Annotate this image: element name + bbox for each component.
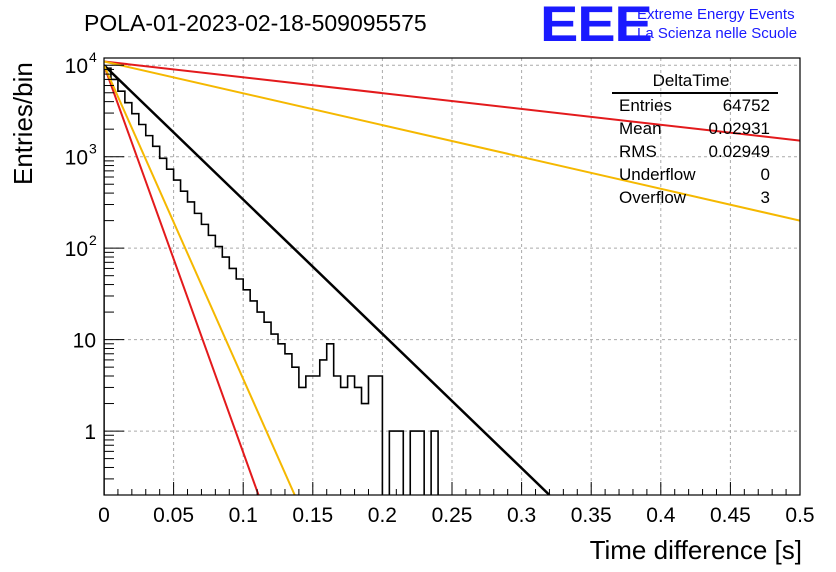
stats-row: Mean 0.02931 [612,117,778,140]
eee-logo: EEE Extreme Energy Events La Scienza nel… [540,0,797,49]
histogram [104,67,439,495]
y-tick-exponent: 2 [89,232,97,248]
stats-value: 0.02949 [708,142,770,161]
y-tick-label: 10 [73,330,96,353]
stats-label: Overflow [619,188,687,207]
stats-value: 0.02931 [708,119,770,138]
stats-title: DeltaTime [612,70,778,94]
stats-label: Entries [619,96,672,115]
stats-box: DeltaTime Entries 64752 Mean 0.02931 RMS 0.… [612,70,778,209]
x-tick-label: 0.2 [368,504,397,527]
y-tick-label: 10 [65,238,88,261]
logo-mark: EEE [540,0,653,52]
stats-value: 3 [760,188,770,207]
y-tick-label: 10 [65,147,88,170]
x-tick-label: 0.45 [710,504,751,527]
x-axis-label: Time difference [s] [589,535,802,565]
x-tick-label: 0.15 [292,504,333,527]
y-tick-exponent: 4 [89,49,97,65]
x-tick-label: 0.3 [507,504,536,527]
fit-line [104,64,296,495]
chart-title: POLA-01-2023-02-18-509095575 [84,10,427,36]
x-axis: 0 0.05 0.1 0.15 0.2 0.25 0.3 0.35 0.4 0.45 0.5 [98,482,815,527]
logo-line-2: La Scienza nelle Scuole [637,25,798,42]
x-tick-label: 0.5 [785,504,814,527]
fit-line [104,60,800,142]
stats-value: 0 [760,165,770,184]
y-tick-exponent: 3 [89,141,97,157]
fit-lines [104,60,800,495]
histogram-outline [104,67,439,495]
x-tick-label: 0.35 [571,504,612,527]
stats-row: Underflow 0 [612,163,778,186]
x-tick-label: 0.05 [153,504,194,527]
stats-label: Underflow [619,165,696,184]
x-tick-label: 0.25 [432,504,473,527]
x-tick-label: 0.1 [229,504,258,527]
fit-line [104,64,551,495]
stats-label: RMS [619,142,657,161]
fit-line [104,64,260,495]
x-tick-label: 0.4 [646,504,676,527]
stats-row: RMS 0.02949 [612,140,778,163]
y-tick-label: 1 [84,421,96,444]
stats-row: Entries 64752 [612,94,778,117]
stats-row: Overflow 3 [612,186,778,209]
y-tick-label: 10 [65,55,88,78]
x-tick-label: 0 [98,504,110,527]
y-axis-label: Entries/bin [8,62,38,185]
fit-line [104,60,800,222]
stats-value: 64752 [722,96,770,115]
grid [104,58,800,495]
logo-line-1: Extreme Energy Events [637,6,795,23]
logo-caption: Extreme Energy Events La Scienza nelle S… [637,5,797,43]
stats-label: Mean [619,119,662,138]
